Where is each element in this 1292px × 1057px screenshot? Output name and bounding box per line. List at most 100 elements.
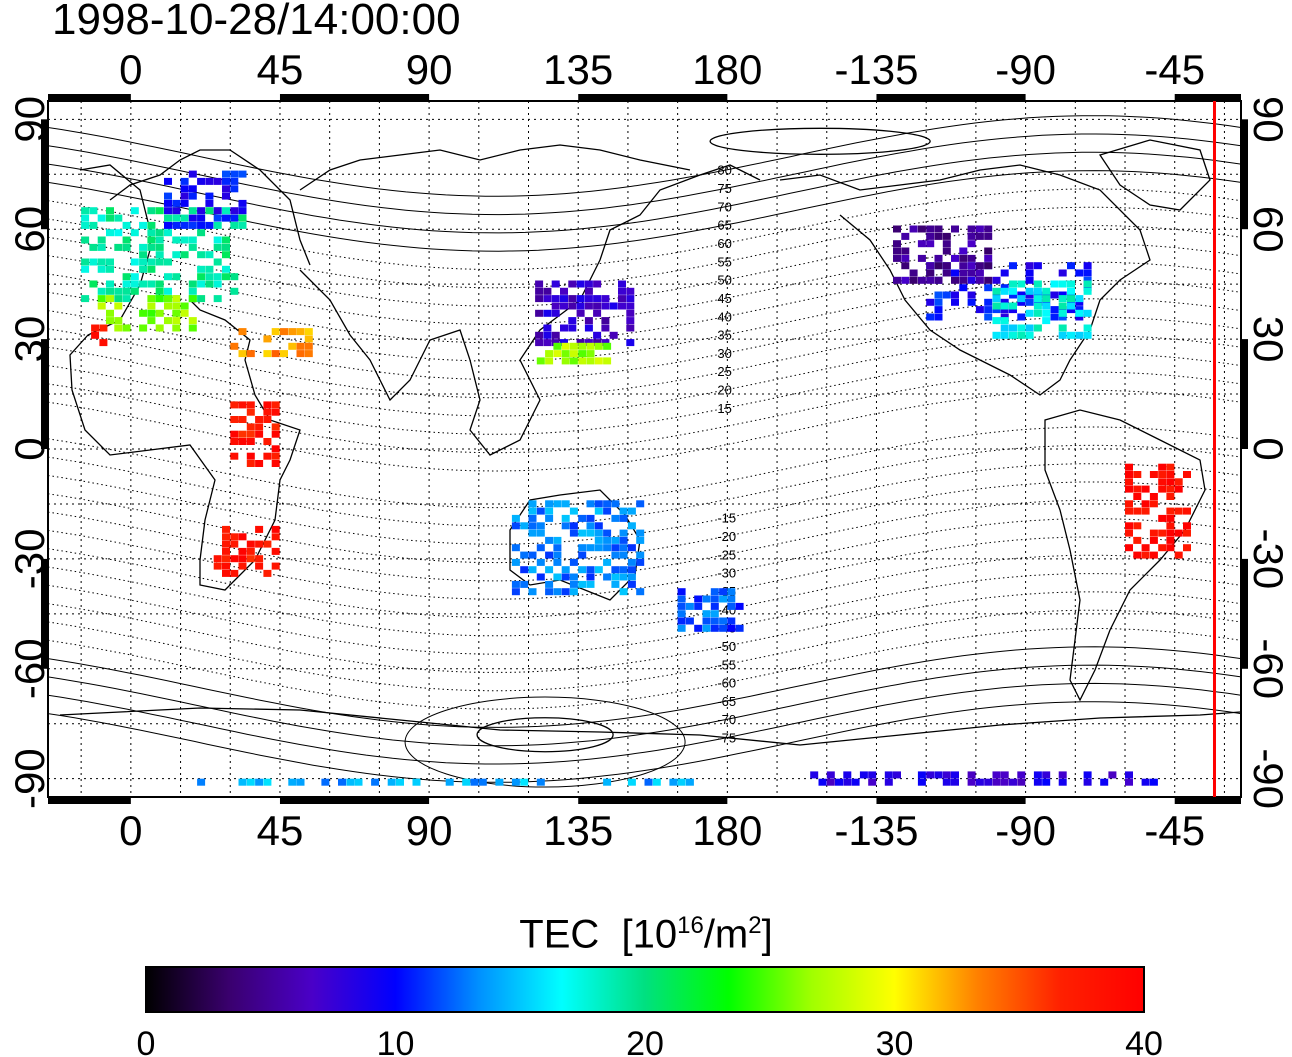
tec-cell	[719, 617, 728, 625]
tec-cell	[543, 309, 552, 317]
tec-cell	[511, 544, 520, 552]
tec-cell	[81, 207, 90, 215]
tec-cell	[593, 280, 602, 288]
tec-cell	[1067, 280, 1075, 288]
colorbar-tick-label: 0	[137, 1025, 156, 1057]
tec-cell	[172, 317, 181, 325]
tec-cell	[1017, 291, 1026, 299]
tec-cell	[584, 324, 593, 332]
contour-label: -60	[717, 676, 736, 691]
tec-cell	[1009, 280, 1017, 288]
tec-cell	[511, 778, 520, 786]
tec-cell	[893, 240, 901, 248]
tec-cell	[1149, 471, 1158, 478]
tec-cell	[601, 302, 610, 310]
tec-cell	[238, 555, 247, 563]
tec-cell	[893, 276, 901, 284]
tec-cell	[106, 317, 114, 325]
tec-cell	[1025, 287, 1034, 295]
tec-cell	[545, 507, 554, 515]
tec-cell	[909, 269, 918, 277]
tec-cell	[1042, 778, 1051, 786]
tec-cell	[511, 558, 520, 566]
tec-cell	[197, 177, 206, 185]
tec-cell	[967, 262, 976, 270]
tec-cell	[263, 452, 272, 460]
tec-cell	[1141, 551, 1150, 559]
tec-cell	[984, 778, 993, 786]
colorbar-title: TEC [1016/m2]	[0, 902, 1292, 958]
tec-cell	[520, 566, 529, 574]
tec-cell	[702, 624, 711, 632]
tec-cell	[1025, 291, 1034, 299]
tec-cell	[967, 778, 976, 786]
tec-cell	[338, 778, 346, 786]
tec-cell	[594, 357, 603, 365]
tec-cell	[619, 573, 628, 581]
tec-cell	[1133, 493, 1142, 500]
tec-cell	[926, 276, 935, 284]
contour-south-pole-loop	[476, 717, 614, 753]
contour-label: 35	[717, 328, 731, 343]
tec-cell	[197, 214, 206, 222]
contour-label: -20	[717, 529, 736, 544]
tec-cell	[164, 229, 172, 237]
tec-cell	[1141, 507, 1150, 515]
tec-cell	[139, 280, 148, 288]
tec-cell	[155, 243, 164, 251]
tec-cell	[618, 280, 626, 288]
tec-cell	[578, 566, 587, 574]
tec-cell	[106, 265, 114, 273]
tec-cell	[246, 430, 255, 438]
tec-cell	[942, 269, 951, 277]
tec-cell	[1075, 331, 1084, 339]
tec-cell	[619, 514, 628, 522]
tec-cell	[975, 269, 984, 277]
tec-cell	[545, 536, 554, 544]
right-axis-bar	[1242, 558, 1248, 669]
tec-cell	[172, 207, 181, 215]
tec-cell	[626, 309, 635, 317]
tec-cell	[255, 416, 264, 423]
tec-cell	[626, 324, 635, 332]
tec-cell	[727, 595, 736, 603]
tec-cell	[130, 280, 139, 288]
graticule-grid	[48, 101, 1241, 797]
tec-cell	[578, 544, 587, 552]
tec-cell	[371, 778, 380, 786]
tec-cell	[172, 251, 181, 259]
bottom-axis-bar	[876, 798, 1026, 804]
x-tick-label-top: -45	[1144, 46, 1205, 93]
tec-cell	[1017, 280, 1026, 288]
tec-cell	[545, 551, 554, 559]
tec-cell	[951, 771, 959, 779]
tec-cell	[164, 192, 172, 200]
tec-cell	[271, 452, 280, 460]
tec-cell	[230, 452, 239, 460]
tec-cell	[180, 309, 189, 317]
coastlines	[59, 139, 1241, 746]
tec-cell	[155, 207, 164, 215]
tec-cell	[1125, 471, 1133, 478]
tec-cell	[561, 500, 570, 508]
tec-cell	[271, 401, 280, 409]
tec-cell	[975, 276, 984, 284]
tec-cell	[934, 232, 943, 240]
tec-cell	[122, 287, 131, 295]
tec-cell	[139, 251, 148, 259]
tec-cell	[561, 514, 570, 522]
tec-cell	[197, 265, 206, 273]
tec-cell	[984, 262, 993, 270]
tec-cell	[543, 331, 552, 339]
y-tick-label-right: -90	[1245, 748, 1292, 809]
tec-cell	[975, 225, 984, 233]
tec-cell	[619, 551, 628, 559]
tec-cell	[255, 562, 264, 570]
tec-cell	[1009, 778, 1017, 786]
coast-europe-north	[109, 149, 311, 266]
tec-cell	[826, 771, 835, 779]
tec-cell	[576, 302, 585, 310]
tec-cell	[205, 273, 214, 281]
tec-cell	[1050, 306, 1059, 314]
tec-cell	[702, 617, 711, 625]
